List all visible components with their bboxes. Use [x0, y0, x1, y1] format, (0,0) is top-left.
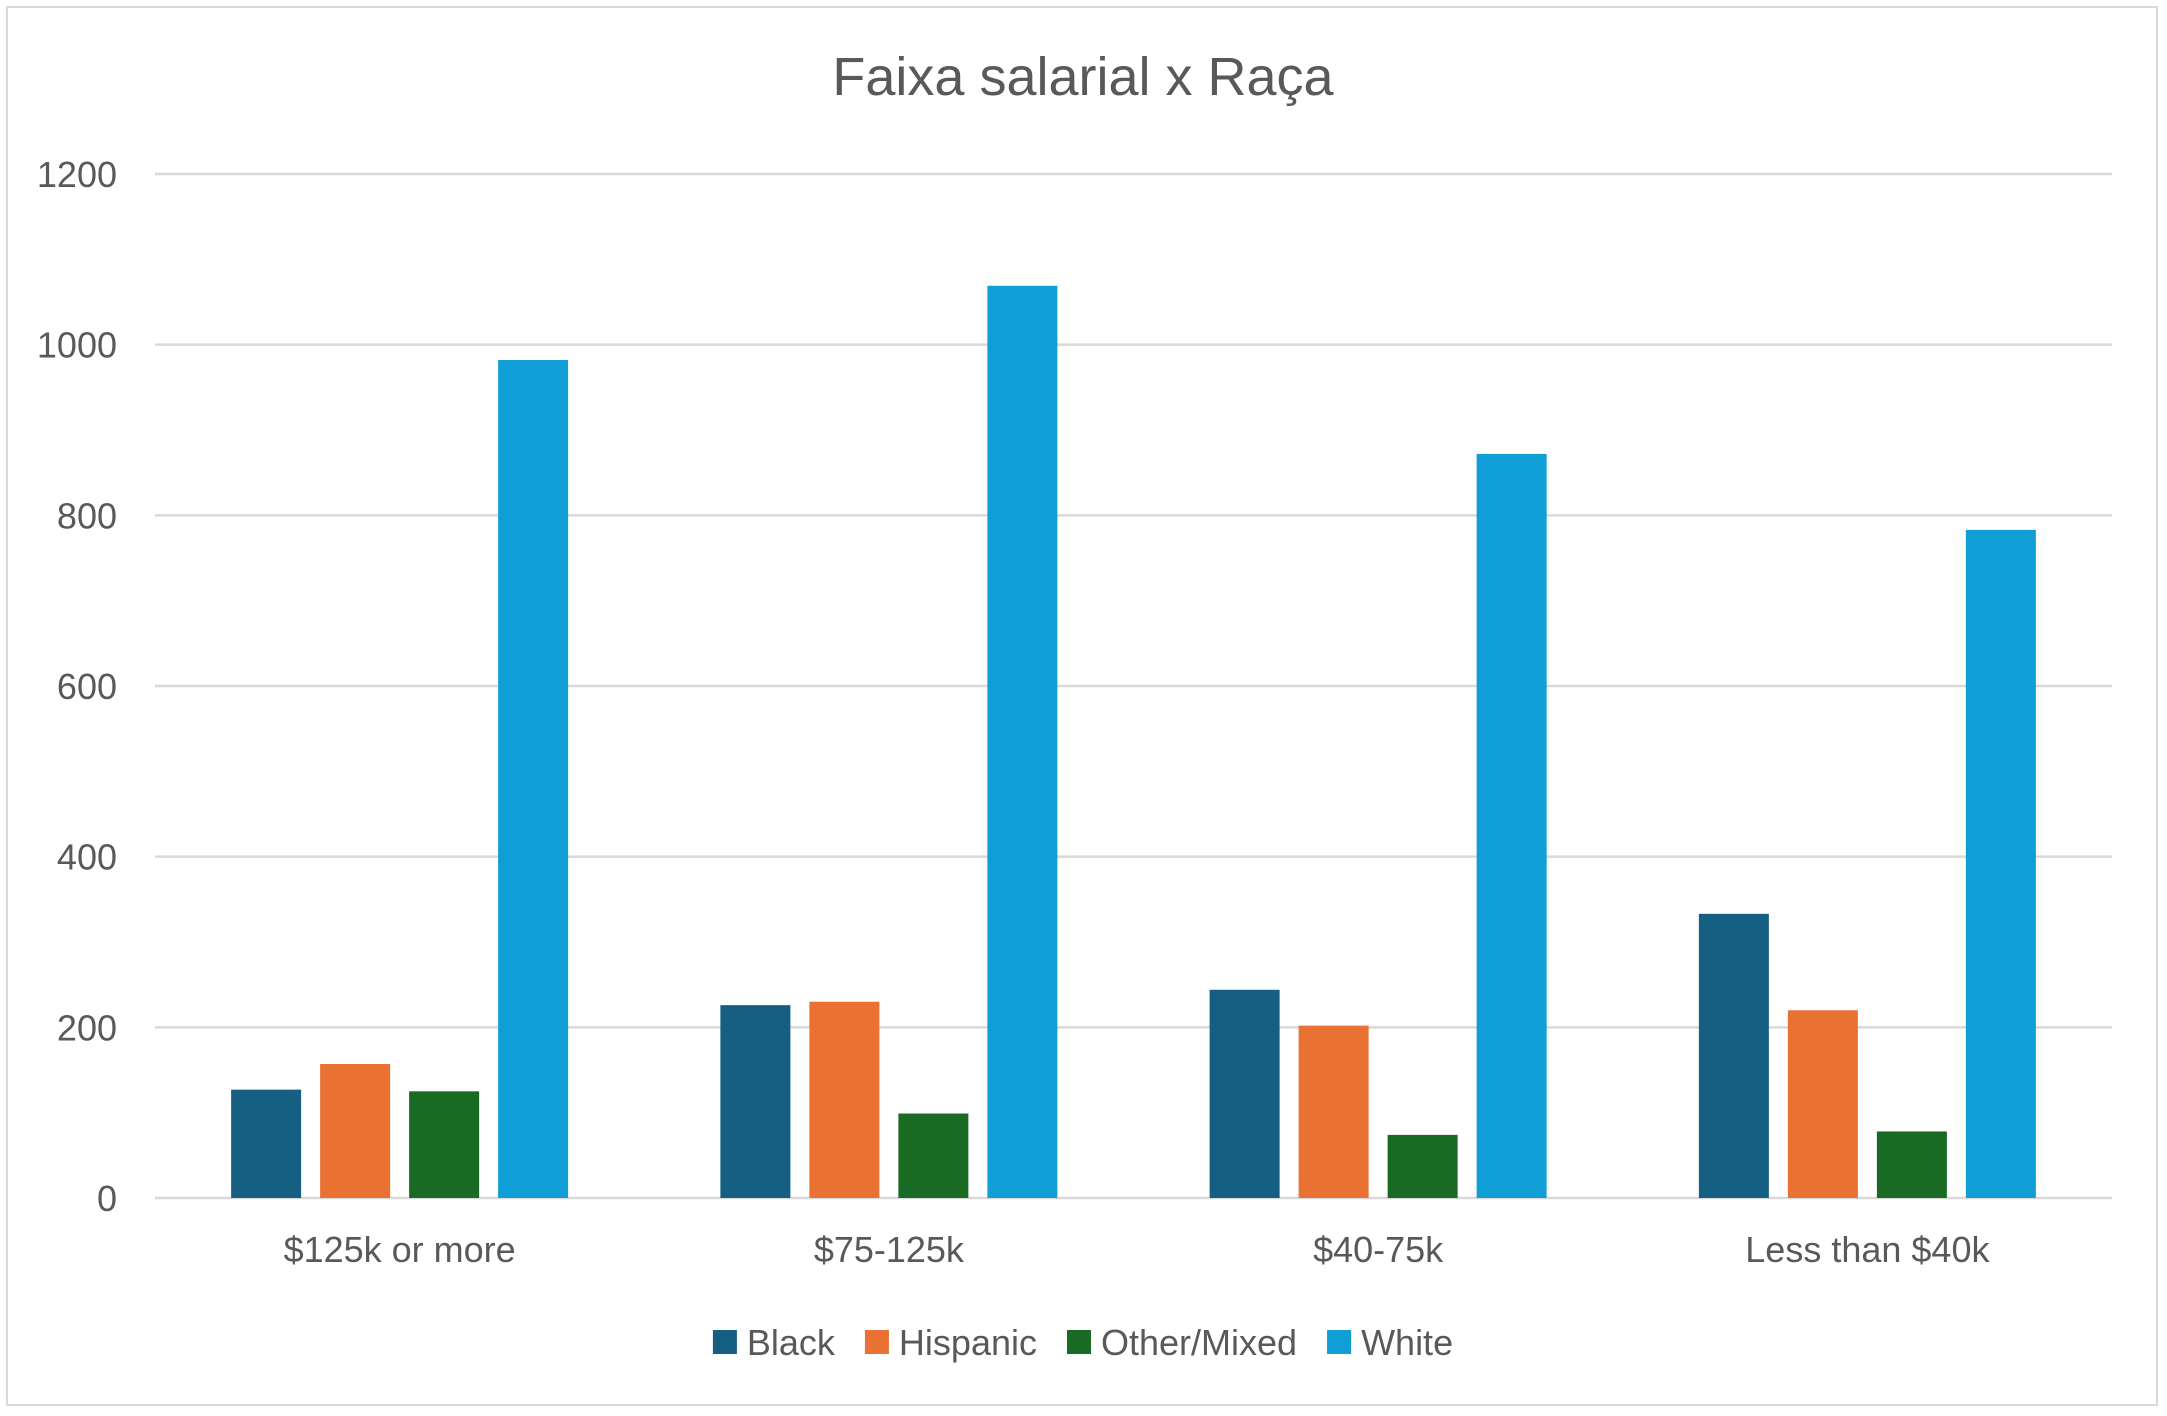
bar-hispanic-3 — [1787, 1010, 1858, 1198]
y-tick-label: 1000 — [37, 325, 117, 366]
x-tick-label: $125k or more — [284, 1229, 516, 1270]
legend-item: White — [1327, 1322, 1453, 1363]
gridlines — [155, 172, 2112, 1200]
bar-hispanic-0 — [320, 1064, 391, 1198]
legend: Black Hispanic Other/Mixed White — [712, 1322, 1453, 1363]
legend-item: Black — [712, 1322, 836, 1363]
bar-white-0 — [498, 360, 569, 1198]
y-tick-label: 0 — [97, 1178, 117, 1219]
bar-other-mixed-3 — [1876, 1131, 1947, 1198]
y-tick-label: 200 — [57, 1007, 117, 1048]
chart-title: Faixa salarial x Raça — [832, 47, 1334, 107]
y-tick-label: 1200 — [37, 154, 117, 195]
legend-label: Other/Mixed — [1101, 1322, 1297, 1363]
bar-black-3 — [1698, 913, 1769, 1198]
bar-white-2 — [1476, 453, 1547, 1199]
legend-swatch — [1066, 1330, 1091, 1354]
bar-other-mixed-2 — [1387, 1134, 1458, 1198]
bar-other-mixed-1 — [898, 1113, 969, 1198]
legend-swatch — [864, 1330, 889, 1354]
x-axis-ticks: $125k or more $75-125k $40-75k Less than $4… — [284, 1229, 1991, 1270]
bars — [231, 285, 2036, 1199]
legend-label: Hispanic — [899, 1322, 1037, 1363]
x-tick-label: Less than $40k — [1745, 1229, 1990, 1270]
bar-white-1 — [987, 285, 1058, 1199]
legend-item: Other/Mixed — [1066, 1322, 1297, 1363]
x-tick-label: $75-125k — [814, 1229, 965, 1270]
bar-black-2 — [1209, 989, 1280, 1198]
y-tick-label: 400 — [57, 837, 117, 878]
bar-hispanic-1 — [809, 1001, 880, 1198]
y-tick-label: 600 — [57, 666, 117, 707]
legend-label: Black — [747, 1322, 836, 1363]
bar-white-3 — [1965, 529, 2036, 1198]
bar-hispanic-2 — [1298, 1025, 1369, 1198]
legend-item: Hispanic — [864, 1322, 1037, 1363]
legend-swatch — [1327, 1330, 1352, 1354]
legend-label: White — [1361, 1322, 1453, 1363]
bar-other-mixed-0 — [409, 1091, 480, 1198]
y-axis-ticks: 0 200 400 600 800 1000 1200 — [37, 154, 117, 1219]
y-tick-label: 800 — [57, 495, 117, 536]
bar-black-0 — [231, 1089, 302, 1198]
legend-swatch — [712, 1330, 737, 1354]
bar-black-1 — [720, 1005, 791, 1198]
x-tick-label: $40-75k — [1313, 1229, 1444, 1270]
